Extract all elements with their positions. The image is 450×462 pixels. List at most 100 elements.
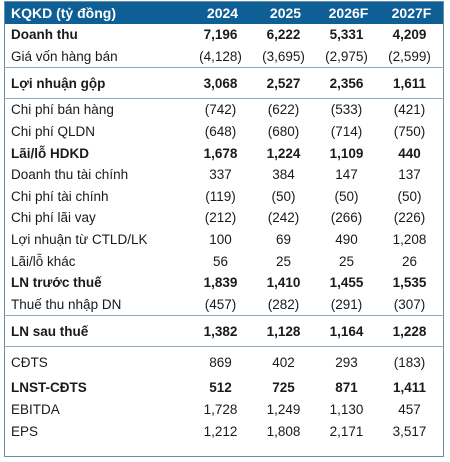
row-label: Lãi/lỗ khác [11, 253, 76, 269]
cell-value: (2,975) [325, 48, 368, 64]
cell-value: 100 [209, 232, 232, 248]
table-row: EBITDA 1,728 1,249 1,130 457 [5, 399, 443, 421]
cell-value: (226) [393, 210, 426, 226]
cell-value: 1,411 [392, 380, 427, 396]
income-statement-table: KQKD (tỷ đồng) 2024 2025 2026F 2027F Doa… [5, 2, 443, 442]
cell-value: (50) [334, 188, 359, 204]
cell-value: 1,455 [329, 275, 364, 291]
row-label: Lãi/lỗ HDKD [11, 145, 90, 161]
cell-value: (4,128) [199, 48, 242, 64]
cell-value: 2,527 [254, 67, 317, 99]
row-label: Lợi nhuận gộp [5, 67, 191, 99]
cell-value: 337 [209, 167, 232, 183]
cell-value: 1,382 [191, 315, 254, 347]
cell-value: 5,331 [329, 27, 364, 43]
cell-value: 1,128 [254, 315, 317, 347]
cell-value: 1,410 [266, 275, 301, 291]
table-row: Chi phí QLDN (648) (680) (714) (750) [5, 121, 443, 143]
cell-value: 25 [275, 253, 292, 269]
cell-value: (533) [317, 98, 380, 121]
table-row: Chi phí bán hàng (742) (622) (533) (421) [5, 98, 443, 121]
cell-value: 1,249 [266, 402, 301, 418]
cell-value: 25 [338, 253, 355, 269]
table-row: LN sau thuế 1,382 1,128 1,164 1,228 [5, 315, 443, 347]
header-year-2025: 2025 [254, 2, 317, 24]
cell-value: (622) [254, 98, 317, 121]
cell-value: 1,109 [329, 145, 364, 161]
cell-value: 869 [191, 346, 254, 378]
row-label: Thuế thu nhập DN [11, 296, 122, 312]
cell-value: (282) [267, 296, 300, 312]
cell-value: (680) [267, 124, 300, 140]
cell-value: (750) [393, 124, 426, 140]
cell-value: 1,728 [203, 402, 238, 418]
table-row: Chi phí lãi vay (212) (242) (266) (226) [5, 207, 443, 229]
cell-value: (183) [380, 346, 443, 378]
row-label: Chi phí tài chính [11, 188, 109, 204]
cell-value: (50) [271, 188, 296, 204]
cell-value: (648) [204, 124, 237, 140]
cell-value: 457 [398, 402, 421, 418]
cell-value: 4,209 [392, 27, 427, 43]
row-label: Chi phí lãi vay [11, 210, 96, 226]
header-label: KQKD (tỷ đồng) [5, 2, 191, 24]
cell-value: (714) [330, 124, 363, 140]
cell-value: 725 [272, 380, 295, 396]
cell-value: 69 [275, 232, 292, 248]
cell-value: 512 [209, 380, 232, 396]
table-row: Lợi nhuận gộp 3,068 2,527 2,356 1,611 [5, 67, 443, 99]
cell-value: 7,196 [203, 27, 238, 43]
row-label: Chi phí QLDN [11, 124, 96, 140]
table-row: LNST-CĐTS 512 725 871 1,411 [5, 377, 443, 399]
row-label: Doanh thu [11, 27, 78, 43]
cell-value: (421) [380, 98, 443, 121]
cell-value: 1,212 [203, 423, 238, 439]
cell-value: 1,535 [392, 275, 427, 291]
income-statement-table-frame: KQKD (tỷ đồng) 2024 2025 2026F 2027F Doa… [4, 1, 444, 457]
row-label: LN sau thuế [5, 315, 191, 347]
cell-value: (2,599) [388, 48, 431, 64]
table-row: Thuế thu nhập DN (457) (282) (291) (307) [5, 294, 443, 316]
cell-value: 1,164 [317, 315, 380, 347]
table-row: Chi phí tài chính (119) (50) (50) (50) [5, 186, 443, 208]
header-year-2027f: 2027F [380, 2, 443, 24]
header-year-2024: 2024 [191, 2, 254, 24]
cell-value: (50) [397, 188, 422, 204]
table-header-row: KQKD (tỷ đồng) 2024 2025 2026F 2027F [5, 2, 443, 24]
cell-value: 1,808 [266, 423, 301, 439]
cell-value: 56 [212, 253, 229, 269]
cell-value: 871 [335, 380, 358, 396]
cell-value: (742) [191, 98, 254, 121]
cell-value: 3,068 [191, 67, 254, 99]
table-row: LN trước thuế 1,839 1,410 1,455 1,535 [5, 272, 443, 294]
row-label: LNST-CĐTS [11, 380, 87, 396]
cell-value: 26 [401, 253, 418, 269]
cell-value: 384 [272, 167, 295, 183]
table-row: Lợi nhuận từ CTLD/LK 100 69 490 1,208 [5, 229, 443, 251]
table-row: Giá vốn hàng bán (4,128) (3,695) (2,975)… [5, 46, 443, 68]
cell-value: 440 [398, 145, 421, 161]
cell-value: 1,228 [380, 315, 443, 347]
cell-value: (307) [393, 296, 426, 312]
cell-value: 1,839 [203, 275, 238, 291]
table-row: EPS 1,212 1,808 2,171 3,517 [5, 420, 443, 442]
cell-value: 2,356 [317, 67, 380, 99]
row-label: Lợi nhuận từ CTLD/LK [11, 232, 148, 248]
row-label: EPS [11, 423, 39, 439]
cell-value: 1,130 [329, 402, 364, 418]
cell-value: 1,208 [392, 232, 427, 248]
row-label: LN trước thuế [11, 275, 102, 291]
cell-value: 6,222 [266, 27, 301, 43]
table-row: Doanh thu 7,196 6,222 5,331 4,209 [5, 24, 443, 46]
header-year-2026f: 2026F [317, 2, 380, 24]
cell-value: (242) [267, 210, 300, 226]
row-label: Giá vốn hàng bán [11, 48, 118, 64]
cell-value: 402 [254, 346, 317, 378]
cell-value: (3,695) [262, 48, 305, 64]
row-label: EBITDA [11, 402, 60, 418]
cell-value: (266) [330, 210, 363, 226]
cell-value: (291) [330, 296, 363, 312]
cell-value: 1,224 [266, 145, 301, 161]
cell-value: 1,611 [380, 67, 443, 99]
row-label: Chi phí bán hàng [5, 98, 191, 121]
